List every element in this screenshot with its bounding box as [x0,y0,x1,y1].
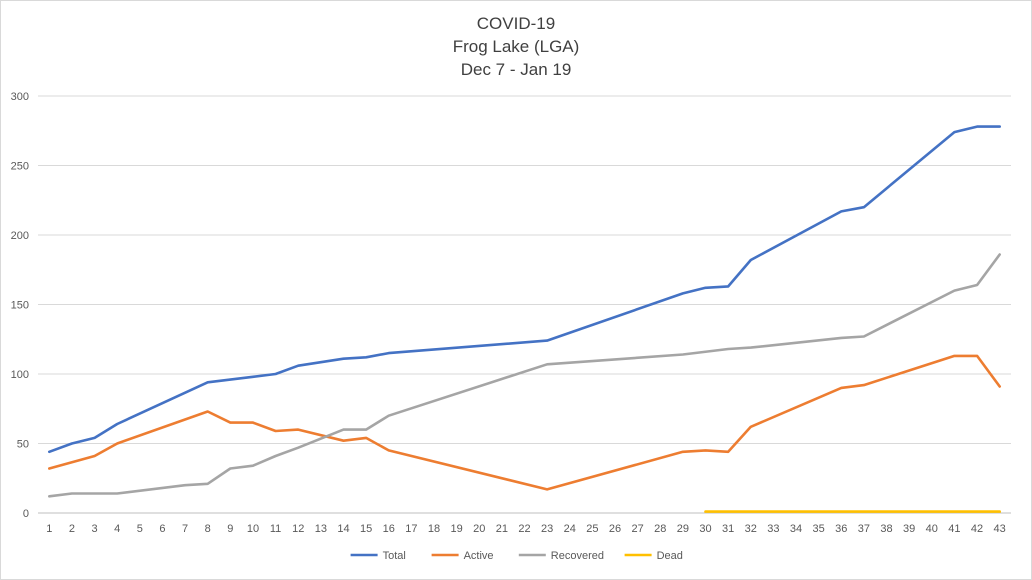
x-tick-label: 8 [205,523,211,535]
x-tick-label: 32 [745,523,757,535]
x-tick-label: 30 [699,523,711,535]
y-tick-label: 150 [11,300,29,312]
legend-label: Dead [657,550,683,562]
x-tick-label: 2 [69,523,75,535]
y-tick-label: 0 [23,508,29,520]
series-lines [47,125,1002,513]
chart-title-line-3: Dec 7 - Jan 19 [461,60,572,79]
y-tick-label: 100 [11,369,29,381]
x-tick-label: 19 [450,523,462,535]
x-tick-label: 3 [92,523,98,535]
x-tick-label: 29 [677,523,689,535]
x-axis-tick-labels: 1 2 3 4 5 6 7 8 9 10 11 12 13 14 15 16 17 18 19 20 21 22 23 24 2… [46,523,1006,535]
legend-label: Active [464,550,494,562]
y-tick-label: 250 [11,161,29,173]
x-tick-label: 9 [227,523,233,535]
x-tick-label: 1 [46,523,52,535]
x-tick-label: 11 [270,523,281,535]
x-tick-label: 6 [159,523,165,535]
x-tick-label: 14 [337,523,349,535]
x-tick-label: 31 [722,523,734,535]
legend: Total Active Recovered Dead [350,550,683,562]
x-tick-label: 7 [182,523,188,535]
chart-title-line-2: Frog Lake (LGA) [453,37,580,56]
legend-item-active: Active [431,550,494,562]
x-tick-label: 22 [518,523,530,535]
x-tick-label: 21 [496,523,508,535]
x-tick-label: 37 [858,523,870,535]
x-tick-label: 5 [137,523,143,535]
chart-title-line-1: COVID-19 [477,14,555,33]
y-tick-label: 50 [17,439,29,451]
x-tick-label: 16 [383,523,395,535]
legend-item-total: Total [350,550,406,562]
legend-item-dead: Dead [624,550,683,562]
x-tick-label: 35 [813,523,825,535]
chart-title: COVID-19 Frog Lake (LGA) Dec 7 - Jan 19 [453,14,580,79]
x-tick-label: 39 [903,523,915,535]
series-line-recovered [47,253,1002,498]
x-tick-label: 13 [315,523,327,535]
legend-label: Recovered [551,550,604,562]
x-tick-label: 4 [114,523,120,535]
x-tick-label: 26 [609,523,621,535]
y-tick-label: 200 [11,230,29,242]
x-tick-label: 24 [564,523,576,535]
x-tick-label: 33 [767,523,779,535]
x-tick-label: 15 [360,523,372,535]
x-tick-label: 17 [405,523,417,535]
x-tick-label: 42 [971,523,983,535]
x-tick-label: 18 [428,523,440,535]
series-line-total [47,125,1002,454]
x-tick-label: 28 [654,523,666,535]
x-tick-label: 36 [835,523,847,535]
x-tick-label: 38 [880,523,892,535]
x-tick-label: 20 [473,523,485,535]
y-tick-label: 300 [11,91,29,103]
legend-label: Total [383,550,406,562]
x-tick-label: 43 [994,523,1006,535]
series-line-active [47,354,1002,491]
y-axis-tick-labels: 0 50 100 150 200 250 300 [11,91,29,520]
x-tick-label: 27 [632,523,644,535]
x-tick-label: 40 [926,523,938,535]
x-tick-label: 12 [292,523,304,535]
gridlines [38,95,1011,514]
x-tick-label: 23 [541,523,553,535]
x-tick-label: 25 [586,523,598,535]
x-tick-label: 41 [948,523,960,535]
x-tick-label: 34 [790,523,802,535]
x-tick-label: 10 [247,523,259,535]
legend-item-recovered: Recovered [518,550,604,562]
